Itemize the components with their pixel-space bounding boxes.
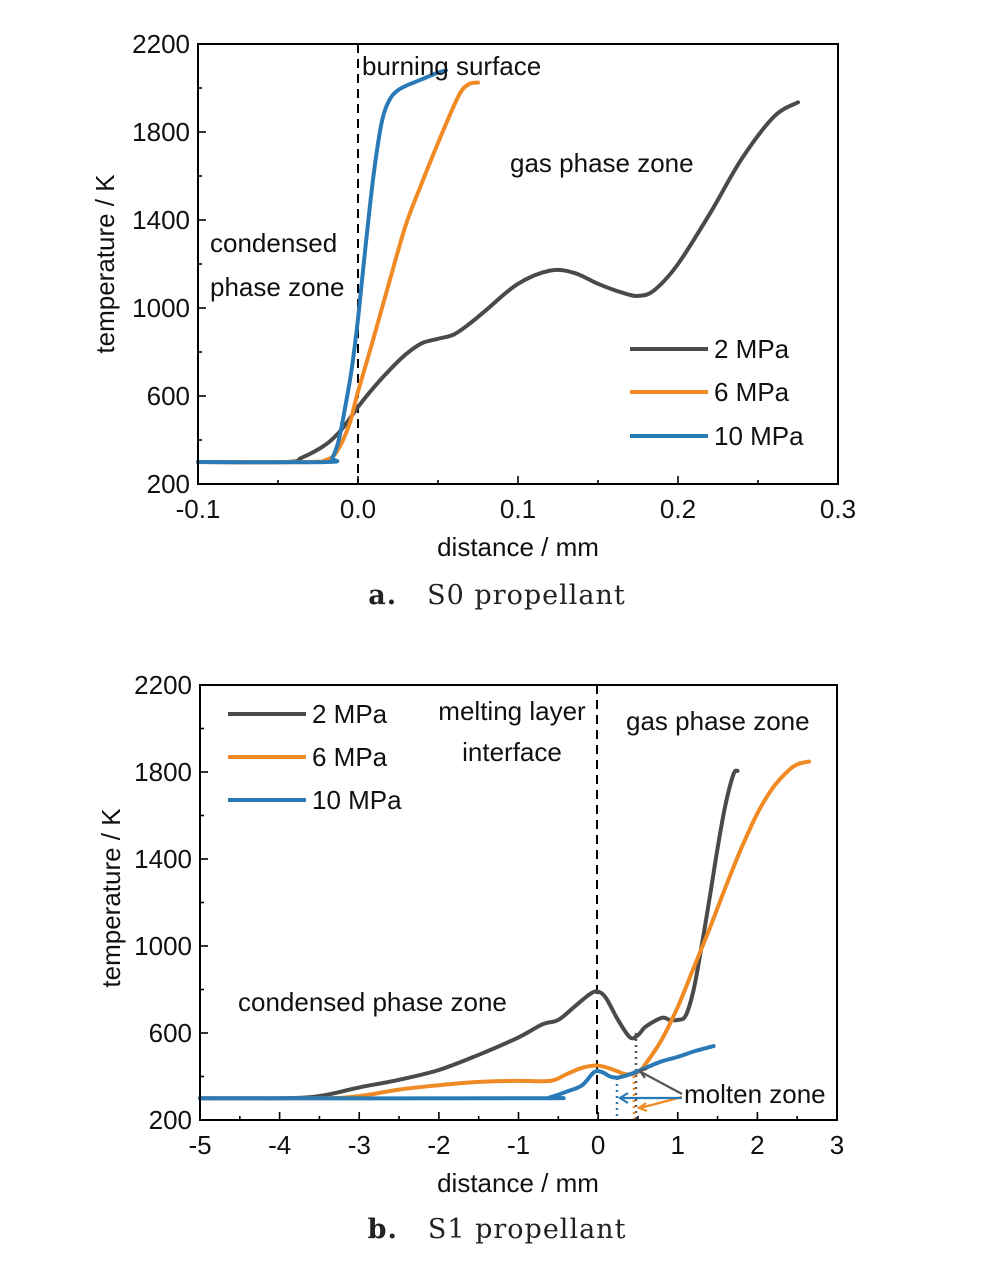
chart-b-x-tick-label: -1 — [507, 1130, 530, 1160]
chart-b-series-2mpa — [198, 768, 740, 1101]
chart-b-y-tick-label: 600 — [149, 1018, 192, 1048]
molten-arrow-6mpa-head — [636, 1102, 648, 1113]
chart-a-svg: -0.1 0.0 0.1 0.2 0.3 200 600 1000 1400 1800 2200 b… — [90, 29, 856, 562]
chart-b-caption-label: b. — [367, 1214, 398, 1245]
chart-b-series — [198, 759, 812, 1101]
molten-arrow-10mpa-head — [617, 1092, 629, 1104]
chart-a-ylabel: temperature / K — [90, 174, 120, 354]
chart-b-x-tick-label: -4 — [268, 1130, 291, 1160]
chart-a-ticks: -0.1 0.0 0.1 0.2 0.3 200 600 1000 1400 1800 2200 — [132, 29, 856, 524]
chart-b-x-tick-label: 3 — [830, 1130, 844, 1160]
chart-a-y-tick-label: 600 — [147, 381, 190, 411]
annotation-melting-layer: melting layer — [438, 696, 586, 726]
legend-b-label-6mpa: 6 MPa — [312, 742, 388, 772]
chart-b-x-tick-label: -3 — [348, 1130, 371, 1160]
chart-b-y-tick-label: 200 — [149, 1105, 192, 1135]
legend-label-2mpa: 2 MPa — [714, 334, 790, 364]
chart-a-series-6mpa — [196, 80, 480, 465]
chart-b-x-tick-label: -2 — [427, 1130, 450, 1160]
legend-label-10mpa: 10 MPa — [714, 421, 804, 451]
chart-a-caption-text: S0 propellant — [427, 580, 626, 611]
annotation-gas-phase-zone: gas phase zone — [510, 148, 694, 178]
annotation-interface: interface — [462, 737, 562, 767]
chart-a-series — [196, 68, 800, 465]
chart-a-caption: a. S0 propellant — [0, 580, 994, 611]
annotation-condensed-phase-zone: condensed phase zone — [238, 987, 507, 1017]
annotation-gas-phase-zone-b: gas phase zone — [626, 706, 810, 736]
chart-b-ylabel: temperature / K — [96, 808, 126, 988]
annotation-condensed: condensed — [210, 228, 337, 258]
annotation-burning-surface: burning surface — [362, 51, 541, 81]
chart-a-frame — [197, 43, 839, 485]
molten-arrow-2mpa — [640, 1071, 683, 1095]
chart-b-series-6mpa — [198, 759, 812, 1101]
chart-b-caption: b. S1 propellant — [0, 1214, 994, 1245]
chart-b-x-tick-label: 0 — [591, 1130, 605, 1160]
chart-b-series-10mpa — [198, 1044, 716, 1101]
chart-a-x-tick-label: 0.1 — [500, 494, 536, 524]
chart-b-y-tick-label: 1000 — [134, 931, 192, 961]
annotation-molten-zone: molten zone — [684, 1079, 826, 1109]
chart-b-legend: 2 MPa 6 MPa 10 MPa — [228, 699, 402, 815]
chart-b-y-tick-label: 1800 — [134, 757, 192, 787]
chart-b-frame — [199, 684, 838, 1121]
legend-b-label-2mpa: 2 MPa — [312, 699, 388, 729]
chart-b-xlabel: distance / mm — [437, 1168, 599, 1198]
molten-arrow-2mpa-head — [638, 1067, 648, 1079]
chart-a-caption-label: a. — [368, 580, 398, 611]
chart-a-series-10mpa — [196, 68, 448, 465]
chart-b-x-tick-label: 2 — [750, 1130, 764, 1160]
chart-b-y-tick-label: 1400 — [134, 844, 192, 874]
chart-a-y-tick-label: 1000 — [132, 293, 190, 323]
chart-a-y-tick-label: 1800 — [132, 117, 190, 147]
chart-b-ticks: -5 -4 -3 -2 -1 0 1 2 3 200 600 1000 1400 1800 2200 — [134, 670, 844, 1160]
chart-a-y-tick-label: 2200 — [132, 29, 190, 59]
chart-a-xlabel: distance / mm — [437, 532, 599, 562]
legend-label-6mpa: 6 MPa — [714, 377, 790, 407]
chart-a-x-tick-label: -0.1 — [176, 494, 221, 524]
chart-a-legend: 2 MPa 6 MPa 10 MPa — [630, 334, 804, 451]
chart-b-x-tick-label: 1 — [671, 1130, 685, 1160]
chart-b-y-tick-label: 2200 — [134, 670, 192, 700]
chart-a-x-tick-label: 0.0 — [340, 494, 376, 524]
annotation-phase-zone: phase zone — [210, 272, 344, 302]
molten-zone-arrows — [617, 1067, 683, 1113]
chart-panel-a: -0.1 0.0 0.1 0.2 0.3 200 600 1000 1400 1800 2200 b… — [0, 0, 994, 636]
chart-b-caption-text: S1 propellant — [427, 1214, 627, 1245]
chart-a-x-tick-label: 0.3 — [820, 494, 856, 524]
chart-b-x-tick-label: -5 — [188, 1130, 211, 1160]
legend-b-label-10mpa: 10 MPa — [312, 785, 402, 815]
chart-b-svg: -5 -4 -3 -2 -1 0 1 2 3 200 600 1000 1400 1800 2200 mol… — [96, 670, 844, 1198]
chart-a-y-tick-label: 1400 — [132, 205, 190, 235]
chart-panel-b: -5 -4 -3 -2 -1 0 1 2 3 200 600 1000 1400 1800 2200 mol… — [0, 636, 994, 1273]
chart-a-y-tick-label: 200 — [147, 469, 190, 499]
chart-a-x-tick-label: 0.2 — [660, 494, 696, 524]
